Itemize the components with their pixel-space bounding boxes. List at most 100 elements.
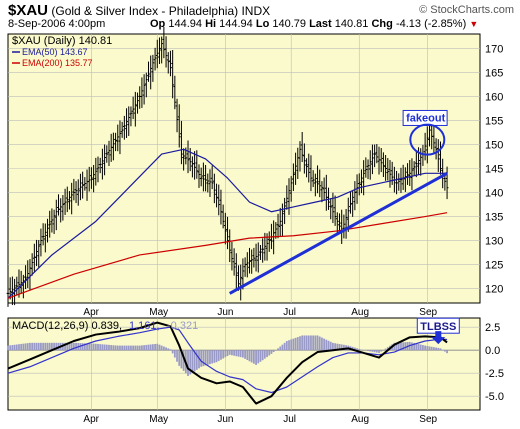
macd-histogram-bar bbox=[211, 350, 214, 364]
macd-histogram-bar bbox=[66, 342, 69, 351]
macd-histogram-bar bbox=[404, 342, 407, 351]
macd-histogram-bar bbox=[42, 342, 45, 351]
legend-entry: 1.161, bbox=[129, 320, 160, 332]
macd-histogram-bar bbox=[88, 343, 91, 351]
x-tick-label-aug: Aug bbox=[351, 307, 369, 318]
macd-line bbox=[7, 321, 448, 405]
x-tick-label-jun: Jun bbox=[217, 307, 233, 318]
macd-histogram-bar bbox=[145, 344, 148, 351]
macd-histogram-bar bbox=[123, 345, 126, 351]
macd-histogram-bar bbox=[75, 342, 77, 351]
macd-histogram-bar bbox=[125, 345, 128, 351]
high-value: 144.94 bbox=[219, 18, 253, 30]
fakeout-circle bbox=[409, 123, 446, 156]
macd-histogram-bar bbox=[290, 339, 293, 351]
macd-histogram-bar bbox=[136, 345, 139, 351]
macd-histogram-bar bbox=[83, 343, 86, 351]
macd-histogram-bar bbox=[64, 342, 66, 351]
macd-histogram-bar bbox=[263, 350, 266, 359]
macd-histogram-bar bbox=[281, 344, 284, 351]
macd-histogram-bar bbox=[162, 346, 165, 351]
macd-histogram-bar bbox=[86, 343, 88, 351]
macd-histogram-bar bbox=[342, 344, 345, 351]
legend-entry: $XAU (Daily) 140.81 bbox=[12, 35, 112, 47]
macd-histogram-bar bbox=[307, 335, 310, 351]
macd-histogram-bar bbox=[156, 343, 159, 351]
macd-histogram-bar bbox=[101, 344, 104, 351]
y-tick-label: 135 bbox=[485, 212, 503, 224]
macd-histogram-bar bbox=[430, 346, 433, 351]
macd-histogram-bar bbox=[35, 342, 38, 351]
macd-histogram-bar bbox=[321, 337, 323, 351]
macd-histogram-bar bbox=[375, 350, 378, 353]
macd-histogram-bar bbox=[173, 350, 176, 358]
macd-histogram-bar bbox=[127, 345, 130, 351]
quote-date: 8-Sep-2006 4:00pm bbox=[8, 18, 106, 30]
macd-histogram-bar bbox=[246, 350, 249, 361]
chart-title: $XAU (Gold & Silver Index - Philadelphia… bbox=[8, 2, 270, 22]
macd-histogram-bar bbox=[189, 350, 192, 375]
macd-histogram-bar bbox=[336, 343, 339, 351]
macd-histogram-bar bbox=[233, 350, 236, 356]
macd-histogram-bar bbox=[29, 342, 31, 351]
macd-histogram-bar bbox=[299, 336, 301, 351]
open-label: Op bbox=[150, 18, 166, 30]
macd-histogram-bar bbox=[323, 338, 326, 351]
macd-histogram-bar bbox=[373, 350, 376, 353]
macd-histogram-bar bbox=[367, 350, 369, 351]
macd-histogram-bar bbox=[325, 339, 328, 351]
macd-histogram-bar bbox=[353, 347, 356, 351]
macd-histogram-bar bbox=[191, 350, 194, 373]
macd-histogram-bar bbox=[231, 350, 233, 356]
macd-histogram-bar bbox=[288, 340, 290, 351]
macd-histogram-bar bbox=[397, 342, 400, 351]
down-arrow-icon: ▼ bbox=[469, 19, 479, 29]
macd-histogram-bar bbox=[310, 335, 312, 351]
macd-histogram-bar bbox=[204, 350, 207, 366]
macd-histogram-bar bbox=[242, 350, 244, 358]
macd-legend: MACD(12,26,9) 0.839, 1.161, -0.321 bbox=[12, 320, 198, 332]
chg-value: -4.13 (-2.85%) bbox=[395, 18, 467, 30]
macd-histogram-bar bbox=[386, 347, 389, 351]
macd-histogram-bar bbox=[130, 345, 132, 351]
macd-histogram-bar bbox=[51, 342, 53, 351]
macd-histogram-bar bbox=[252, 350, 255, 364]
macd-histogram-bar bbox=[314, 335, 317, 351]
y-tick-label: 155 bbox=[485, 115, 503, 127]
macd-histogram-bar bbox=[301, 335, 304, 351]
macd-histogram-bar bbox=[248, 350, 251, 362]
macd-histogram-bar bbox=[55, 342, 58, 351]
macd-histogram-bar bbox=[292, 338, 295, 351]
macd-histogram-bar bbox=[235, 350, 238, 357]
macd-histogram-bar bbox=[266, 350, 268, 358]
macd-histogram-bar bbox=[90, 343, 93, 351]
macd-histogram-bar bbox=[53, 342, 56, 351]
macd-histogram-bar bbox=[400, 342, 402, 351]
index-name: (Gold & Silver Index - Philadelphia) bbox=[51, 4, 239, 18]
macd-histogram-bar bbox=[296, 337, 299, 351]
legend-entry: MACD(12,26,9) 0.839, bbox=[12, 320, 122, 332]
x-tick-label-jun: Jun bbox=[217, 414, 233, 425]
down-arrow-icon bbox=[431, 331, 446, 345]
macd-histogram-bar bbox=[147, 344, 150, 351]
macd-histogram-bar bbox=[329, 341, 332, 351]
macd-histogram-bar bbox=[435, 347, 437, 351]
macd-histogram-bar bbox=[169, 349, 172, 351]
macd-histogram-bar bbox=[72, 342, 75, 351]
macd-histogram-bar bbox=[419, 344, 422, 351]
macd-histogram-bar bbox=[209, 350, 211, 365]
y-tick-label: 130 bbox=[485, 236, 503, 248]
macd-histogram-bar bbox=[439, 348, 442, 351]
macd-histogram-bar bbox=[268, 350, 271, 356]
macd-histogram-bar bbox=[11, 345, 14, 351]
macd-histogram-bar bbox=[384, 348, 387, 351]
macd-histogram-bar bbox=[165, 347, 167, 351]
macd-histogram-bar bbox=[318, 336, 321, 351]
macd-histogram-bar bbox=[151, 344, 154, 351]
macd-histogram-bar bbox=[217, 350, 220, 361]
macd-histogram-bar bbox=[180, 350, 183, 369]
macd-histogram-bar bbox=[20, 343, 23, 351]
macd-histogram-bar bbox=[187, 350, 189, 376]
macd-histogram-bar bbox=[215, 350, 218, 363]
